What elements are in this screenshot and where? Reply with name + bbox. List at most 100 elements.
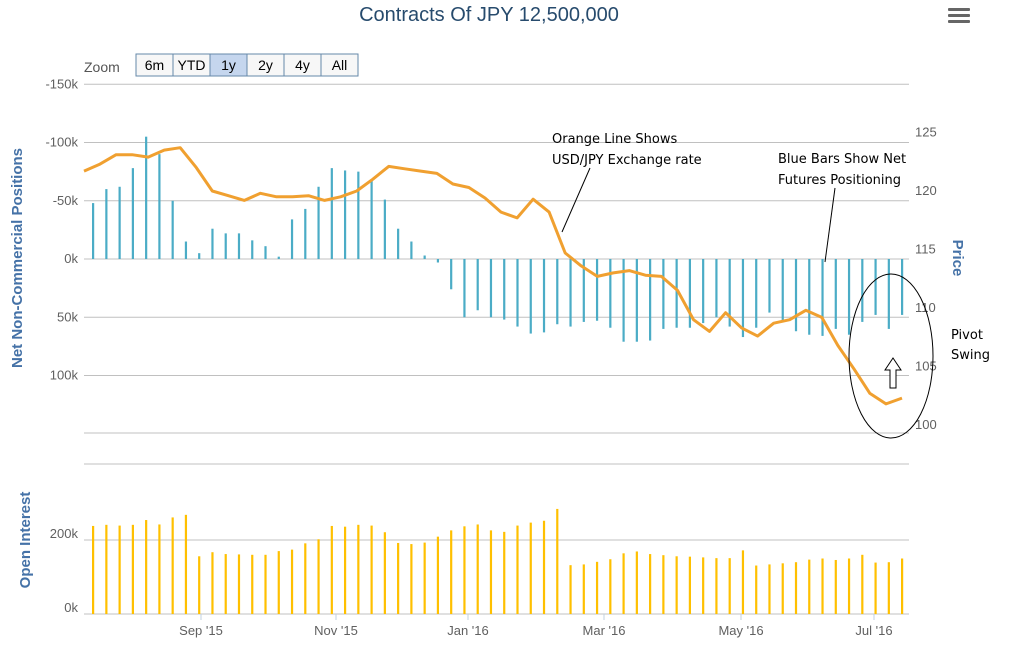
bottom-axis-ticks: 200k 0k — [50, 526, 79, 615]
right-tick-label: 115 — [915, 242, 936, 257]
net-position-bar — [118, 186, 121, 259]
net-position-bar — [582, 259, 585, 322]
left-tick-label: -150k — [45, 76, 78, 91]
net-position-bar — [92, 203, 95, 259]
right-tick-label: 125 — [915, 125, 937, 140]
net-position-bar — [728, 259, 731, 327]
net-position-bar — [304, 208, 307, 259]
net-position-bar — [781, 259, 784, 321]
open-interest-bar — [304, 543, 307, 614]
left-tick-label: -100k — [45, 135, 78, 150]
left-tick-label: 50k — [57, 309, 78, 324]
blue-note-pointer — [824, 187, 836, 263]
net-position-bar — [688, 259, 692, 328]
net-position-bar — [529, 259, 532, 334]
open-interest-bar — [211, 552, 214, 614]
net-position-bar — [131, 168, 134, 259]
orange-note-line-2: USD/JPY Exchange rate — [552, 153, 702, 168]
zoom-button-6m[interactable]: 6m — [135, 53, 174, 77]
open-interest-bar — [370, 525, 373, 614]
bottom-tick-label: 0k — [64, 600, 78, 615]
zoom-button-label: YTD — [178, 57, 206, 73]
net-position-bar — [808, 259, 811, 335]
net-position-bar — [397, 228, 400, 259]
open-interest-bar — [357, 524, 360, 614]
open-interest-series — [92, 508, 904, 614]
open-interest-bar — [463, 526, 466, 614]
zoom-button-2y[interactable]: 2y — [246, 53, 285, 77]
net-position-bar — [158, 154, 161, 259]
open-interest-bar — [622, 553, 625, 614]
net-position-bar — [635, 259, 638, 342]
x-axis-ticks: Sep '15 Nov '15 Jan '16 Mar '16 May '16 Jul '… — [179, 614, 893, 638]
pivot-note-line-1: Pivot — [951, 328, 983, 343]
net-position-bar — [105, 189, 108, 259]
net-position-bar — [741, 259, 745, 338]
net-position-bar — [702, 259, 705, 324]
right-axis-title: Price — [949, 240, 966, 277]
open-interest-bar — [145, 520, 148, 614]
open-interest-bar — [397, 542, 400, 614]
open-interest-bar — [224, 554, 227, 614]
net-position-bar — [834, 259, 837, 329]
zoom-button-label: 4y — [295, 57, 310, 73]
open-interest-bar — [569, 565, 572, 614]
net-position-bar — [861, 259, 864, 322]
x-tick-label: May '16 — [718, 623, 763, 638]
open-interest-bar — [595, 561, 599, 614]
open-interest-bar — [609, 559, 612, 614]
net-position-bar — [224, 233, 227, 259]
blue-note-line-1: Blue Bars Show Net — [778, 152, 906, 167]
open-interest-bar — [847, 558, 851, 614]
open-interest-bar — [184, 514, 188, 614]
net-position-bar — [463, 259, 466, 318]
net-position-bar — [290, 219, 294, 259]
x-tick-label: Jan '16 — [447, 623, 489, 638]
open-interest-bar — [874, 562, 877, 614]
left-tick-label: 0k — [64, 251, 78, 266]
open-interest-bar — [343, 526, 347, 614]
open-interest-bar — [649, 554, 652, 614]
net-position-bar — [755, 259, 758, 328]
net-position-bar — [423, 255, 426, 259]
net-position-bar — [675, 259, 678, 328]
zoom-button-all[interactable]: All — [320, 53, 359, 77]
open-interest-bar — [237, 554, 241, 614]
top-panel-grid — [84, 83, 909, 465]
net-position-bar — [476, 259, 479, 311]
net-position-bar — [436, 259, 440, 263]
net-position-bar — [715, 259, 718, 318]
net-position-bar — [874, 259, 877, 315]
net-position-bar — [542, 259, 546, 333]
open-interest-bar — [476, 524, 479, 614]
net-positions-series — [92, 136, 904, 342]
open-interest-bar — [808, 559, 811, 614]
net-position-bar — [145, 136, 148, 259]
orange-note-line-1: Orange Line Shows — [552, 132, 677, 147]
zoom-button-4y[interactable]: 4y — [283, 53, 322, 77]
net-position-bar — [489, 259, 493, 318]
zoom-button-1y[interactable]: 1y — [209, 53, 248, 77]
net-position-bar — [277, 256, 280, 259]
open-interest-bar — [755, 565, 758, 614]
right-tick-label: 100 — [915, 417, 937, 432]
zoom-button-label: 1y — [221, 57, 236, 73]
menu-icon[interactable] — [948, 8, 970, 23]
zoom-button-label: All — [332, 57, 348, 73]
open-interest-bar — [728, 558, 731, 614]
open-interest-bar — [330, 525, 333, 614]
open-interest-bar — [834, 559, 837, 614]
net-position-bar — [211, 228, 214, 259]
open-interest-bar — [450, 530, 453, 614]
net-position-bar — [503, 259, 506, 320]
open-interest-bar — [436, 536, 440, 614]
open-interest-bar — [741, 550, 745, 614]
net-position-bar — [237, 233, 241, 259]
pivot-ellipse — [848, 273, 934, 439]
open-interest-bar — [489, 530, 493, 614]
zoom-button-ytd[interactable]: YTD — [172, 53, 211, 77]
up-arrow-icon — [884, 357, 902, 389]
left-axis-ticks: -150k -100k -50k 0k 50k 100k — [45, 76, 78, 382]
